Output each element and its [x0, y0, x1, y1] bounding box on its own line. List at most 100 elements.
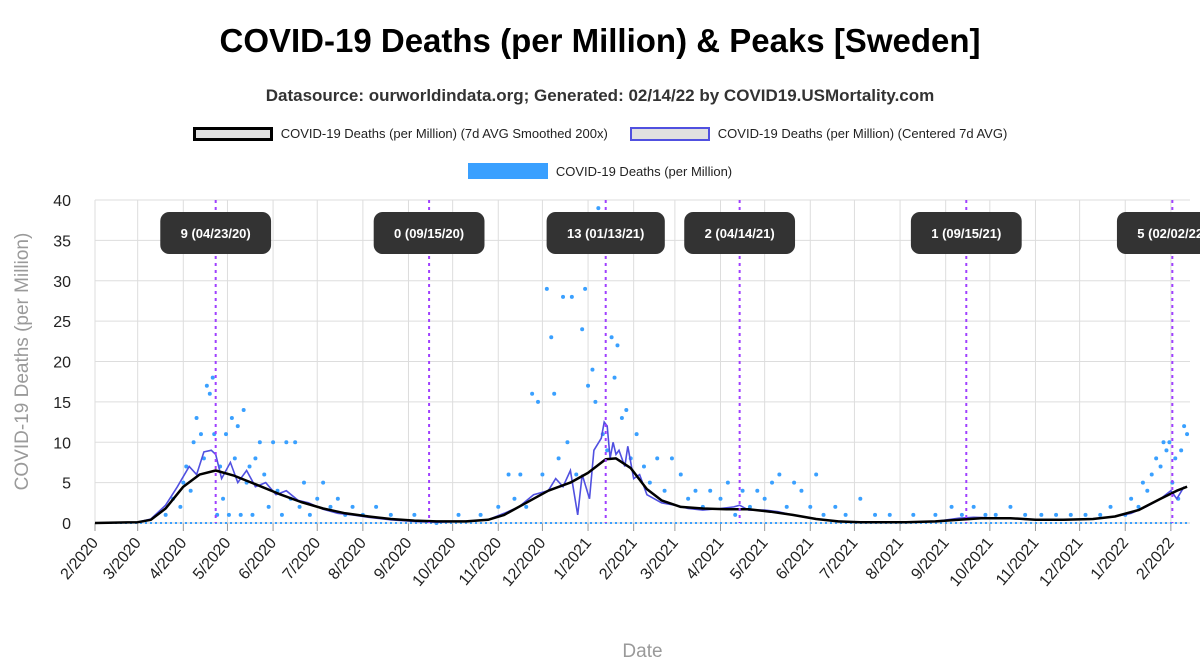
peak-label-text: 13 (01/13/21) [567, 226, 644, 241]
raw-data-point [1136, 504, 1141, 509]
raw-data-point [833, 504, 838, 509]
raw-data-point [518, 472, 523, 477]
raw-data-point [1170, 480, 1175, 485]
raw-data-point [241, 407, 246, 412]
raw-data-point [374, 504, 379, 509]
raw-data-point [181, 480, 186, 485]
raw-data-point [549, 335, 554, 340]
x-tick-label: 2/2020 [58, 535, 103, 583]
raw-data-point [238, 512, 243, 517]
raw-data-point [725, 480, 730, 485]
raw-data-point [307, 512, 312, 517]
peak-label-box [546, 212, 665, 254]
raw-data-point [301, 480, 306, 485]
legend-item-raw[interactable]: COVID-19 Deaths (per Million) [467, 163, 733, 179]
raw-data-point [605, 448, 610, 453]
legend-row-2: COVID-19 Deaths (per Million) [0, 163, 1200, 179]
raw-data-point [218, 464, 223, 469]
raw-data-point [335, 496, 340, 501]
raw-data-point [328, 504, 333, 509]
raw-data-point [226, 512, 231, 517]
raw-data-point [478, 512, 483, 517]
raw-data-point [580, 327, 585, 332]
raw-data-point [1123, 512, 1128, 517]
raw-data-point [1008, 504, 1013, 509]
x-tick-label: 4/2020 [146, 535, 191, 583]
peak-label-text: 5 (02/02/22) [1137, 226, 1200, 241]
raw-data-point [198, 432, 203, 437]
raw-data-point [590, 367, 595, 372]
raw-data-point [933, 512, 938, 517]
raw-data-point [1173, 456, 1178, 461]
x-tick-label: 7/2021 [817, 535, 862, 583]
raw-data-point [524, 504, 529, 509]
raw-data-point [434, 521, 439, 525]
raw-data-point [678, 472, 683, 477]
raw-data-point [496, 504, 501, 509]
raw-data-point [814, 472, 819, 477]
raw-data-point [1161, 440, 1166, 445]
raw-data-point [456, 512, 461, 517]
raw-data-point [178, 504, 183, 509]
raw-data-point [1145, 488, 1150, 493]
chart-title: COVID-19 Deaths (per Million) & Peaks [S… [219, 22, 981, 59]
raw-data-point [163, 512, 168, 517]
raw-data-point [506, 472, 511, 477]
raw-data-point [250, 512, 255, 517]
raw-data-point [215, 512, 220, 517]
raw-data-point [971, 504, 976, 509]
raw-data-point [887, 512, 892, 517]
y-tick-label: 0 [62, 516, 71, 533]
x-tick-label: 11/2020 [456, 535, 506, 589]
peak-label-text: 1 (09/15/21) [931, 226, 1001, 241]
legend-item-centered-avg[interactable]: COVID-19 Deaths (per Million) (Centered … [629, 126, 1007, 141]
raw-data-point [388, 512, 393, 517]
raw-data-point [232, 456, 237, 461]
raw-data-point [350, 504, 355, 509]
peak-label-box [160, 212, 272, 254]
raw-data-point [1182, 424, 1187, 429]
legend-item-smoothed[interactable]: COVID-19 Deaths (per Million) (7d AVG Sm… [192, 126, 608, 141]
x-tick-label: 6/2020 [236, 535, 281, 583]
legend-row-1: COVID-19 Deaths (per Million) (7d AVG Sm… [0, 126, 1200, 141]
y-tick-label: 40 [53, 193, 71, 210]
raw-data-point [284, 440, 289, 445]
raw-data-point [1164, 448, 1169, 453]
smoothed-line [94, 457, 1188, 525]
raw-data-point [619, 416, 624, 421]
raw-data-point [669, 456, 674, 461]
chart-subtitle: Datasource: ourworldindata.org; Generate… [265, 86, 935, 105]
y-tick-label: 35 [53, 233, 71, 250]
raw-data-point [315, 496, 320, 501]
raw-data-point [708, 488, 713, 493]
raw-data-point [858, 496, 863, 501]
peak-label-text: 9 (04/23/20) [181, 226, 251, 241]
legend-label-raw: COVID-19 Deaths (per Million) [555, 163, 733, 179]
raw-data-point [747, 504, 752, 509]
x-tick-label: 12/2021 [1036, 535, 1086, 590]
raw-data-point [583, 286, 588, 291]
raw-data-point [1039, 512, 1044, 517]
peak-label-box [1116, 212, 1200, 254]
peak-label-box [373, 212, 485, 254]
raw-data-point [201, 456, 206, 461]
x-tick-label: 2/2021 [596, 535, 641, 583]
raw-data-point [210, 375, 215, 380]
x-tick-label: 5/2021 [727, 535, 772, 583]
raw-data-point [647, 480, 652, 485]
y-axis-title: COVID-19 Deaths (per Million) [12, 233, 33, 491]
x-tick-label: 4/2021 [683, 535, 728, 583]
raw-data-point [271, 440, 276, 445]
raw-data-point [808, 504, 813, 509]
raw-data-point [993, 512, 998, 517]
raw-data-point [275, 488, 280, 493]
y-tick-label: 15 [53, 395, 71, 412]
legend-swatch-smoothed [192, 126, 273, 141]
raw-data-point [792, 480, 797, 485]
peak-label-box [910, 212, 1022, 254]
x-tick-label: 1/2021 [551, 535, 596, 583]
raw-data-point [586, 383, 591, 388]
raw-data-point [628, 456, 633, 461]
raw-data-point [188, 488, 193, 493]
y-tick-label: 20 [53, 355, 71, 372]
